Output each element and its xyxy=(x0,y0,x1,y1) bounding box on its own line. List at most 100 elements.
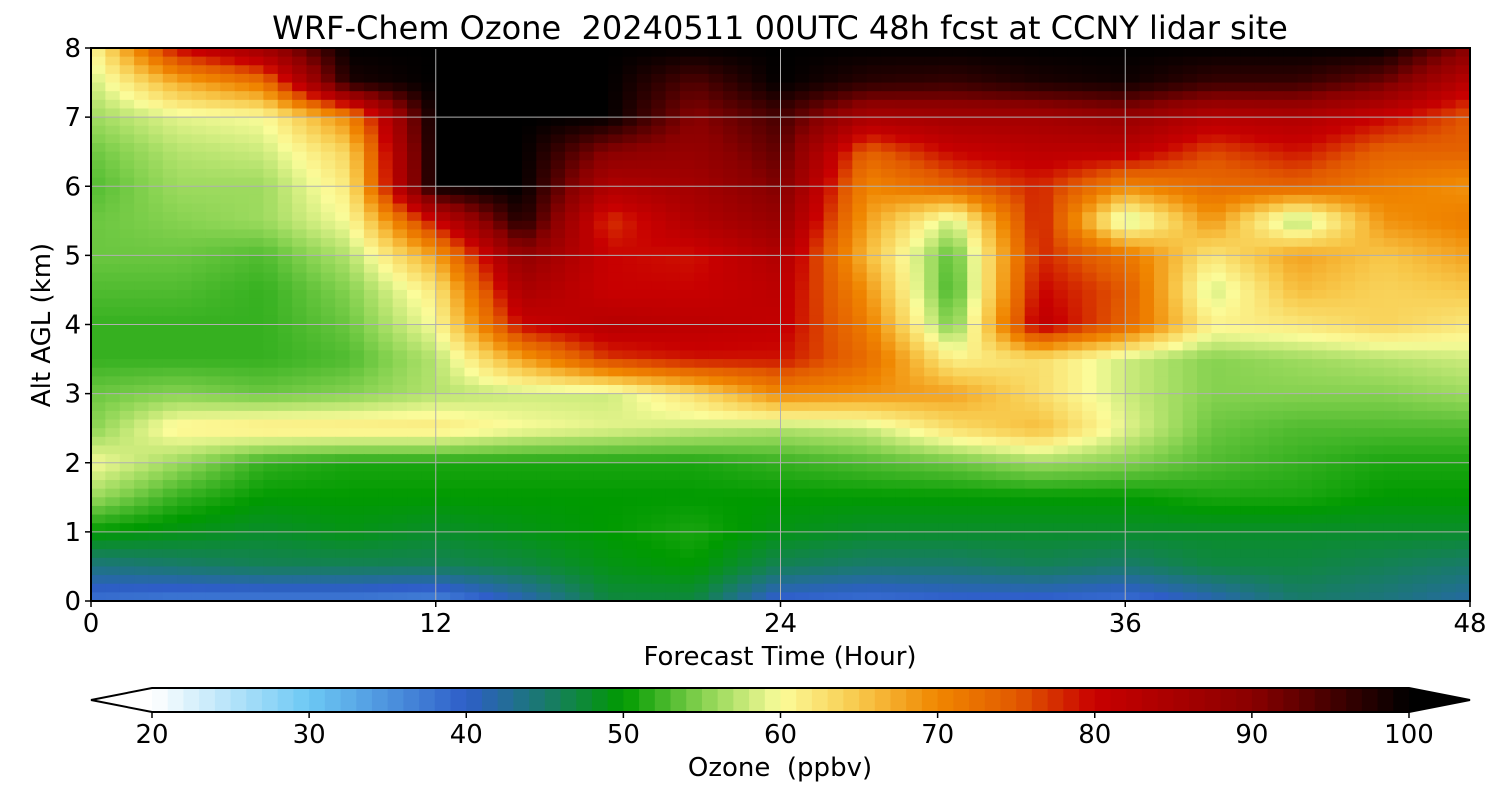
heatmap-cell xyxy=(450,436,466,447)
heatmap-cell xyxy=(277,177,293,187)
heatmap-cell xyxy=(1254,333,1270,343)
heatmap-cell xyxy=(1340,125,1356,136)
heatmap-cell xyxy=(1024,471,1040,481)
heatmap-cell xyxy=(593,462,609,472)
heatmap-cell xyxy=(909,246,925,256)
heatmap-cell xyxy=(967,410,983,421)
heatmap-cell xyxy=(751,91,767,101)
heatmap-cell xyxy=(737,359,753,369)
heatmap-cell xyxy=(263,186,279,196)
heatmap-cell xyxy=(837,255,853,265)
heatmap-cell xyxy=(952,410,968,421)
heatmap-cell xyxy=(852,410,868,421)
heatmap-cell xyxy=(708,91,724,101)
heatmap-cell xyxy=(1197,393,1213,403)
heatmap-cell xyxy=(1426,238,1442,248)
heatmap-cell xyxy=(1182,194,1198,205)
heatmap-cell xyxy=(205,350,221,360)
heatmap-cell xyxy=(723,82,738,92)
heatmap-cell xyxy=(1311,454,1327,464)
heatmap-cell xyxy=(1067,350,1083,360)
heatmap-cell xyxy=(1426,359,1442,369)
heatmap-cell xyxy=(363,177,379,187)
heatmap-cell xyxy=(1355,212,1371,222)
heatmap-cell xyxy=(1153,117,1169,127)
heatmap-cell xyxy=(593,56,609,66)
heatmap-cell xyxy=(1010,168,1026,179)
heatmap-cell xyxy=(1153,186,1169,196)
heatmap-cell xyxy=(421,238,437,248)
heatmap-cell xyxy=(837,488,853,498)
heatmap-cell xyxy=(1340,445,1356,455)
heatmap-cell xyxy=(507,436,523,447)
heatmap-cell xyxy=(277,186,293,196)
heatmap-cell xyxy=(507,212,523,222)
heatmap-cell xyxy=(622,436,638,447)
heatmap-cell xyxy=(507,264,523,274)
heatmap-cell xyxy=(1010,194,1026,205)
heatmap-cell xyxy=(277,194,293,205)
heatmap-cell xyxy=(378,393,394,403)
heatmap-cell xyxy=(881,212,897,222)
heatmap-cell xyxy=(1283,186,1299,196)
heatmap-cell xyxy=(507,65,523,75)
heatmap-cell xyxy=(493,65,509,75)
heatmap-cell xyxy=(737,203,753,213)
heatmap-cell xyxy=(751,255,767,265)
heatmap-cell xyxy=(1254,99,1270,110)
heatmap-cell xyxy=(1053,488,1069,498)
heatmap-cell xyxy=(1426,454,1442,464)
heatmap-cell xyxy=(1211,194,1227,205)
heatmap-cell xyxy=(1383,108,1399,118)
heatmap-cell xyxy=(435,48,451,58)
heatmap-cell xyxy=(1412,229,1428,239)
heatmap-cell xyxy=(1441,203,1457,213)
heatmap-cell xyxy=(292,186,308,196)
heatmap-cell xyxy=(1383,410,1399,421)
heatmap-cell xyxy=(292,350,308,360)
heatmap-cell xyxy=(521,203,537,213)
heatmap-cell xyxy=(895,255,911,265)
heatmap-cell xyxy=(1096,471,1112,481)
heatmap-cell xyxy=(995,402,1011,412)
heatmap-cell xyxy=(895,393,911,403)
heatmap-cell xyxy=(507,471,523,481)
heatmap-cell xyxy=(349,454,365,464)
heatmap-cell xyxy=(1067,428,1083,438)
heatmap-cell xyxy=(306,419,322,429)
heatmap-cell xyxy=(622,419,638,429)
heatmap-cell xyxy=(1455,238,1470,248)
heatmap-cell xyxy=(1153,151,1169,161)
heatmap-cell xyxy=(1182,488,1198,498)
heatmap-cell xyxy=(320,333,336,343)
heatmap-cell xyxy=(162,229,178,239)
heatmap-cell xyxy=(766,91,782,101)
heatmap-cell xyxy=(1268,298,1284,308)
heatmap-cell xyxy=(1398,410,1414,421)
heatmap-cell xyxy=(1412,151,1428,161)
heatmap-cell xyxy=(852,125,868,136)
heatmap-cell xyxy=(1153,402,1169,412)
heatmap-cell xyxy=(593,220,609,231)
heatmap-cell xyxy=(1053,220,1069,231)
heatmap-cell xyxy=(363,480,379,490)
heatmap-cell xyxy=(521,480,537,490)
heatmap-cell xyxy=(809,151,825,161)
heatmap-cell xyxy=(565,445,580,455)
heatmap-cell xyxy=(952,65,968,75)
heatmap-cell xyxy=(694,315,710,326)
heatmap-cell xyxy=(909,134,925,144)
heatmap-cell xyxy=(1383,65,1399,75)
heatmap-cell xyxy=(249,315,264,326)
heatmap-cell xyxy=(995,384,1011,395)
heatmap-cell xyxy=(995,246,1011,256)
heatmap-cell xyxy=(1441,73,1457,84)
heatmap-cell xyxy=(1326,367,1342,377)
heatmap-cell xyxy=(608,488,624,498)
heatmap-cell xyxy=(694,117,710,127)
heatmap-cell xyxy=(679,229,695,239)
heatmap-cell xyxy=(895,117,911,127)
heatmap-cell xyxy=(1053,324,1069,334)
heatmap-cell xyxy=(105,402,121,412)
heatmap-cell xyxy=(1039,393,1055,403)
